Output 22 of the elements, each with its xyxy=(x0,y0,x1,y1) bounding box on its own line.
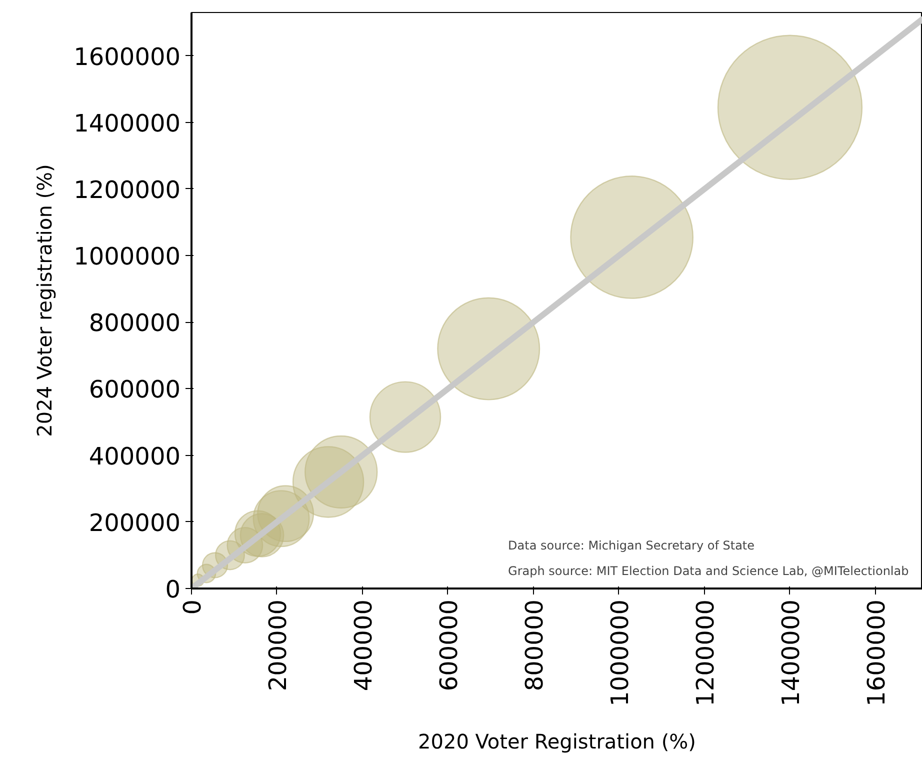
x-tick-label: 600000 xyxy=(434,599,463,692)
x-axis-title: 2020 Voter Registration (%) xyxy=(418,729,696,754)
x-tick-label: 1000000 xyxy=(606,599,634,706)
x-tick-label: 800000 xyxy=(520,599,548,692)
y-tick-label: 1400000 xyxy=(74,109,181,138)
y-tick-label: 600000 xyxy=(88,376,181,404)
y-axis-title: 2024 Voter registration (%) xyxy=(32,164,57,437)
y-tick-label: 1600000 xyxy=(74,42,181,71)
x-tick-label: 200000 xyxy=(264,599,292,692)
y-tick-label: 400000 xyxy=(88,442,181,470)
x-tick-label: 1200000 xyxy=(691,599,720,706)
annotation: Data source: Michigan Secretary of State xyxy=(508,538,755,552)
x-tick-label: 0 xyxy=(178,599,206,615)
x-tick-label: 1400000 xyxy=(776,599,805,706)
y-tick-label: 1200000 xyxy=(74,176,181,204)
y-tick-label: 0 xyxy=(165,576,181,604)
y-tick-label: 200000 xyxy=(88,508,181,537)
x-tick-label: 1600000 xyxy=(862,599,890,706)
x-tick-label: 400000 xyxy=(349,599,378,692)
y-tick-label: 800000 xyxy=(88,309,181,338)
annotation: Graph source: MIT Election Data and Science Lab, @MITelectionlab xyxy=(508,564,909,578)
y-tick-label: 1000000 xyxy=(74,242,181,271)
